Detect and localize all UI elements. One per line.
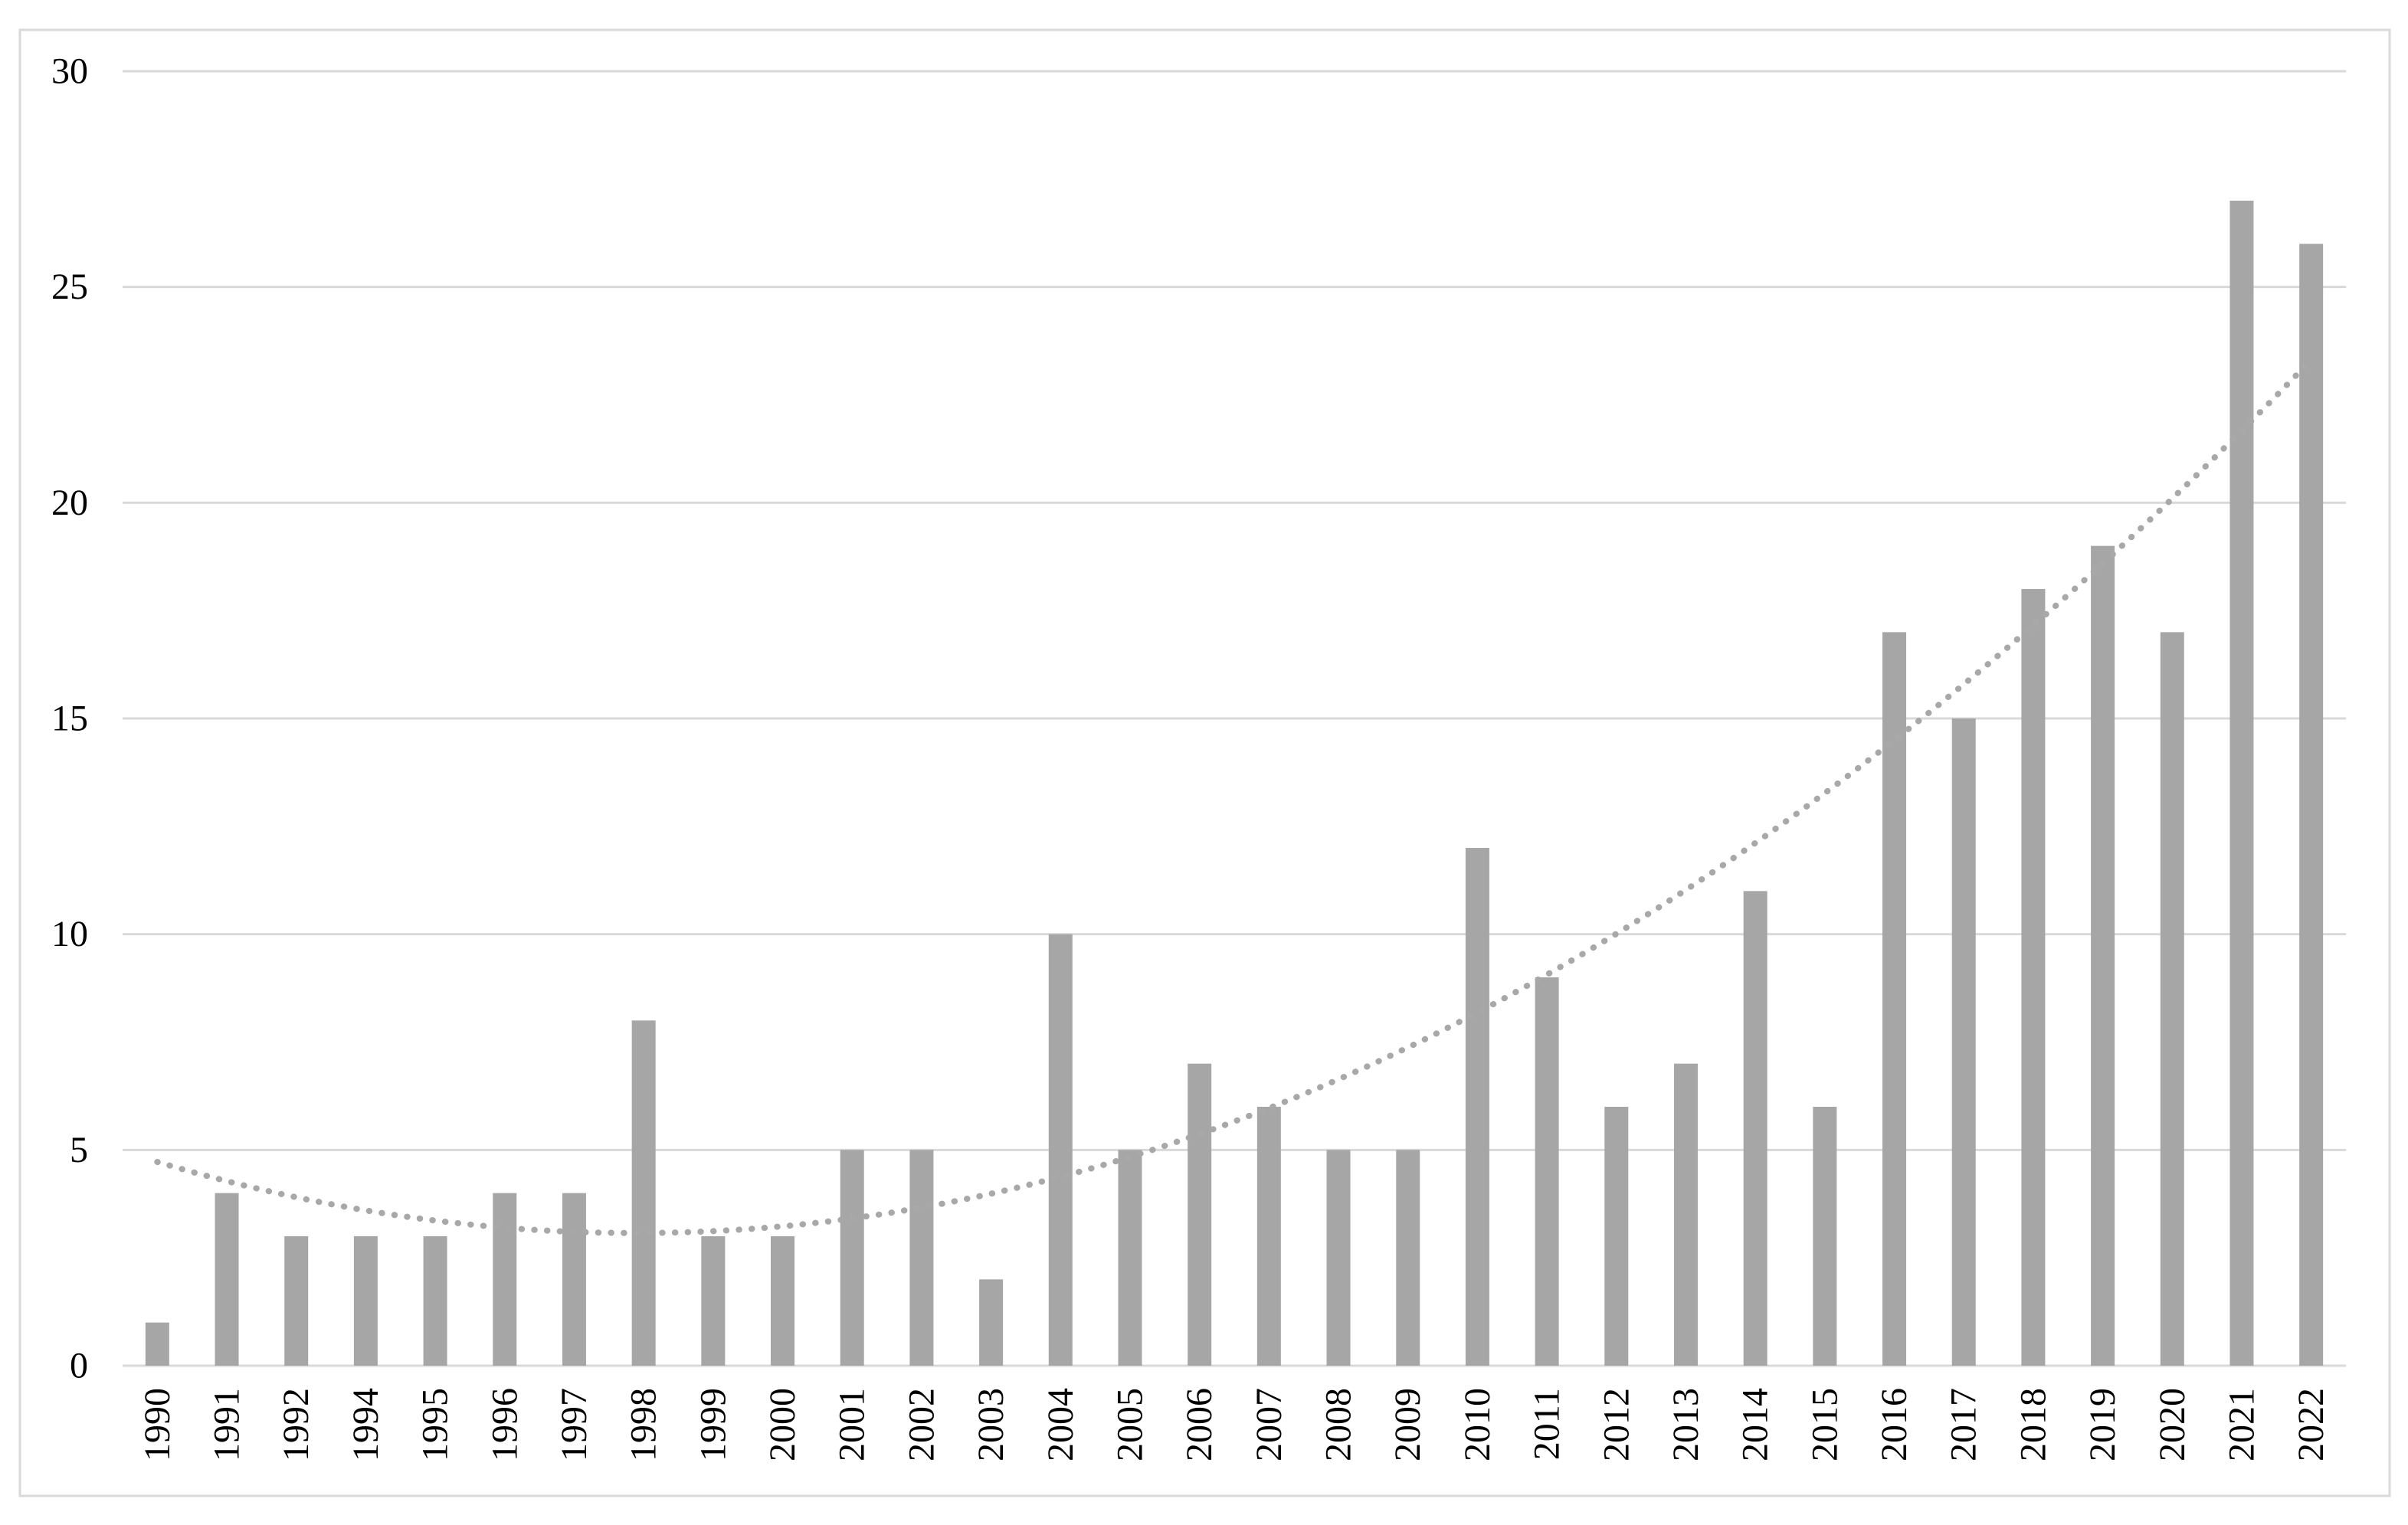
x-tick-label: 2006 [1179, 1388, 1220, 1461]
x-tick-label: 2000 [762, 1388, 803, 1461]
y-tick-label: 25 [51, 267, 88, 307]
y-tick-label: 15 [51, 699, 88, 739]
bar [215, 1193, 239, 1366]
bar [284, 1236, 309, 1366]
x-tick-label: 2009 [1387, 1388, 1428, 1461]
bar [1813, 1107, 1837, 1366]
x-tick-label: 1995 [415, 1388, 456, 1461]
bar [1535, 977, 1559, 1366]
x-tick-label: 2020 [2152, 1388, 2193, 1461]
bar [493, 1193, 517, 1366]
x-tick-label: 1997 [554, 1388, 595, 1461]
x-tick-label: 2017 [1944, 1388, 1984, 1461]
x-tick-label: 2011 [1527, 1388, 1568, 1460]
bar [631, 1020, 656, 1366]
x-tick-label: 2002 [901, 1388, 942, 1461]
bar [771, 1236, 795, 1366]
bar [840, 1150, 864, 1366]
bar [353, 1236, 378, 1366]
bar [1256, 1107, 1281, 1366]
x-tick-label: 2014 [1735, 1388, 1776, 1461]
x-tick-label: 1992 [276, 1388, 316, 1461]
x-tick-label: 1990 [137, 1388, 178, 1461]
x-tick-label: 2004 [1040, 1388, 1081, 1461]
y-tick-label: 30 [51, 51, 88, 92]
x-tick-label: 2019 [2082, 1388, 2123, 1461]
trendline [154, 356, 2315, 1236]
x-tick-label: 2022 [2291, 1388, 2331, 1461]
x-tick-label: 2013 [1666, 1388, 1706, 1461]
bar [2091, 545, 2115, 1366]
bar [2160, 632, 2184, 1366]
bar [145, 1322, 169, 1366]
bar [1951, 718, 1976, 1366]
x-tick-label: 2008 [1319, 1388, 1359, 1461]
x-tick-label: 2003 [971, 1388, 1011, 1461]
bar [2299, 244, 2324, 1366]
y-tick-label: 10 [51, 914, 88, 954]
x-tick-label: 1994 [346, 1388, 386, 1461]
bar [701, 1236, 726, 1366]
bar [562, 1193, 586, 1366]
x-tick-label: 2005 [1109, 1388, 1150, 1461]
x-tick-label: 2018 [2013, 1388, 2053, 1461]
bar [1604, 1107, 1629, 1366]
bar [1118, 1150, 1142, 1366]
chart-border [18, 28, 2391, 1497]
x-tick-label: 1996 [484, 1388, 525, 1461]
y-tick-label: 20 [51, 483, 88, 523]
x-tick-label: 2012 [1596, 1388, 1636, 1461]
x-tick-label: 1999 [693, 1388, 733, 1461]
x-tick-label: 1991 [207, 1388, 247, 1461]
bar [1188, 1063, 1212, 1366]
x-tick-label: 2007 [1249, 1388, 1289, 1461]
bar [1465, 848, 1489, 1366]
bar [2229, 201, 2254, 1366]
bar [423, 1236, 447, 1366]
x-tick-label: 2010 [1457, 1388, 1498, 1461]
bar [1396, 1150, 1420, 1366]
y-tick-label: 5 [70, 1130, 88, 1170]
bar [2021, 589, 2046, 1366]
x-tick-label: 2001 [832, 1388, 873, 1461]
x-tick-label: 2021 [2221, 1388, 2262, 1461]
y-tick-label: 0 [70, 1346, 88, 1386]
bar [1882, 632, 1907, 1366]
x-tick-label: 2016 [1874, 1388, 1915, 1461]
bar [1743, 891, 1768, 1366]
bar [979, 1279, 1004, 1366]
bar [1673, 1063, 1698, 1366]
bar [1048, 934, 1073, 1366]
bar [1326, 1150, 1351, 1366]
x-tick-label: 1998 [624, 1388, 664, 1461]
bar [909, 1150, 934, 1366]
x-tick-label: 2015 [1804, 1388, 1845, 1461]
